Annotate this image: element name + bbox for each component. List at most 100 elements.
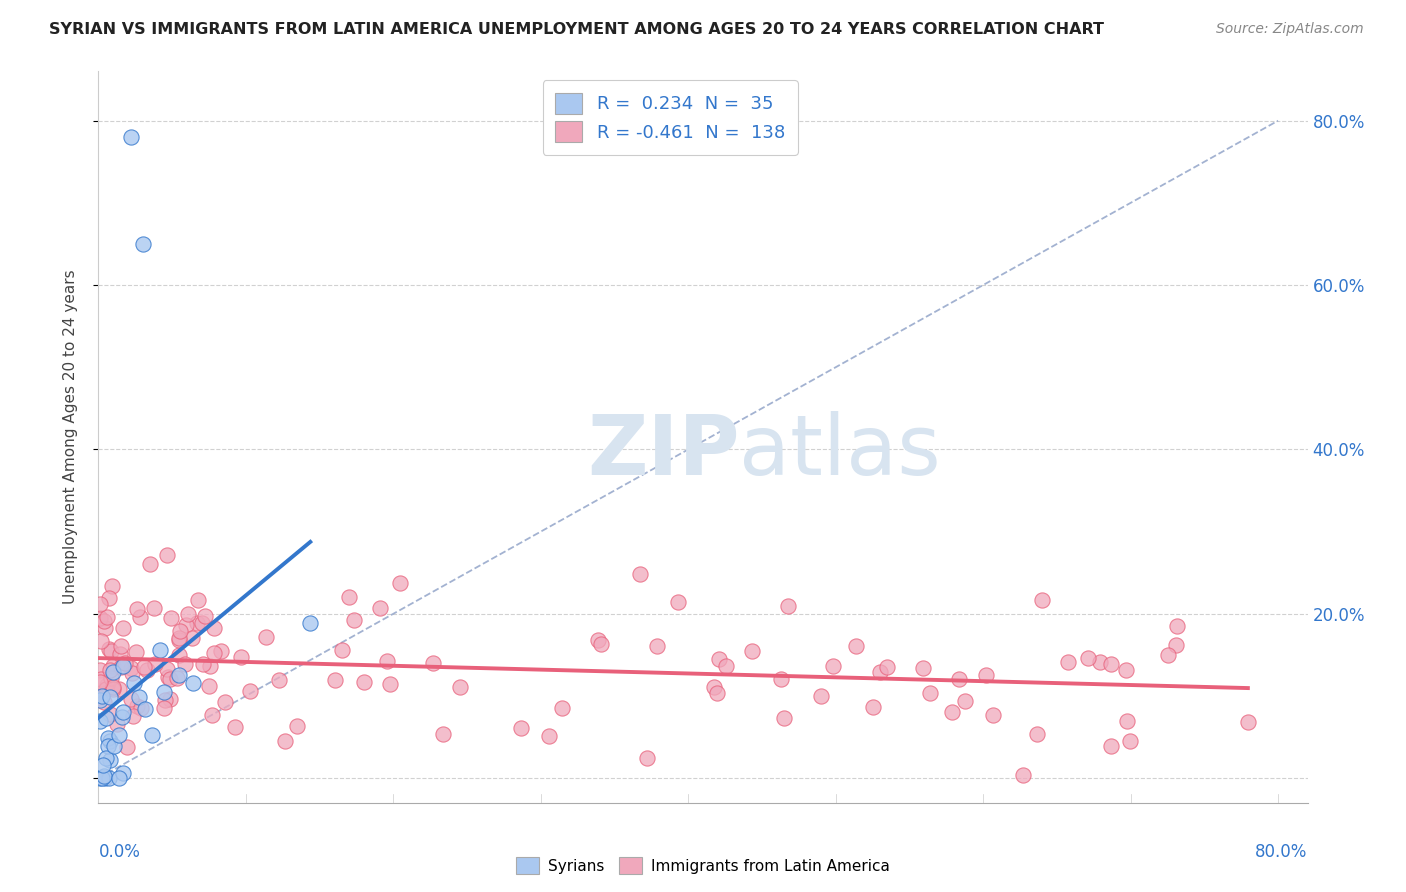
Point [94, 621, 117, 635]
Point [330, 643, 353, 657]
Point [1116, 714, 1139, 728]
Point [201, 708, 224, 723]
Point [194, 609, 217, 624]
Point [98, 753, 121, 767]
Point [645, 639, 668, 653]
Point [155, 548, 177, 562]
Point [1088, 656, 1111, 670]
Point [89, 714, 111, 728]
Point [422, 656, 444, 670]
Point [983, 707, 1005, 722]
Point [389, 575, 412, 590]
Point [89, 693, 111, 707]
Point [125, 645, 148, 659]
Point [108, 681, 131, 696]
Point [132, 659, 155, 673]
Point [103, 739, 125, 753]
Point [149, 642, 172, 657]
Point [153, 693, 176, 707]
Point [948, 672, 970, 686]
Point [823, 659, 845, 673]
Point [588, 632, 610, 647]
Point [911, 661, 934, 675]
Point [131, 236, 153, 251]
Point [159, 672, 181, 686]
Point [120, 661, 142, 675]
Point [876, 660, 898, 674]
Point [353, 675, 375, 690]
Point [93, 694, 115, 708]
Point [152, 685, 174, 699]
Point [97, 731, 120, 745]
Point [122, 676, 145, 690]
Point [93, 769, 115, 783]
Point [976, 668, 998, 682]
Point [267, 673, 290, 687]
Point [100, 671, 122, 685]
Point [274, 733, 297, 747]
Point [98, 690, 121, 704]
Point [98, 707, 121, 722]
Point [181, 631, 204, 645]
Point [1026, 727, 1049, 741]
Point [187, 593, 209, 607]
Point [101, 682, 124, 697]
Point [89, 771, 111, 785]
Point [160, 611, 183, 625]
Point [254, 631, 277, 645]
Y-axis label: Unemployment Among Ages 20 to 24 years: Unemployment Among Ages 20 to 24 years [63, 269, 77, 605]
Point [89, 690, 111, 705]
Point [509, 721, 531, 735]
Point [707, 652, 730, 666]
Text: 80.0%: 80.0% [1256, 843, 1308, 861]
Legend: Syrians, Immigrants from Latin America: Syrians, Immigrants from Latin America [509, 851, 897, 880]
Point [93, 757, 115, 772]
Point [299, 616, 322, 631]
Point [128, 690, 150, 704]
Point [377, 654, 399, 668]
Point [120, 692, 142, 706]
Point [714, 659, 737, 673]
Point [117, 739, 139, 754]
Point [224, 720, 246, 734]
Point [231, 650, 253, 665]
Point [174, 618, 197, 632]
Point [136, 663, 159, 677]
Point [703, 680, 725, 694]
Point [134, 701, 156, 715]
Point [862, 700, 884, 714]
Point [127, 698, 149, 713]
Point [159, 692, 181, 706]
Point [370, 600, 392, 615]
Point [105, 717, 128, 731]
Point [100, 644, 122, 658]
Point [89, 611, 111, 625]
Point [169, 668, 191, 682]
Point [167, 648, 190, 662]
Point [98, 663, 121, 677]
Point [1077, 651, 1099, 665]
Point [325, 673, 347, 687]
Point [378, 677, 401, 691]
Point [98, 591, 121, 605]
Point [120, 130, 142, 145]
Point [186, 615, 208, 630]
Point [449, 680, 471, 694]
Point [101, 665, 124, 680]
Point [101, 680, 124, 694]
Text: atlas: atlas [740, 411, 941, 492]
Point [741, 644, 763, 658]
Point [810, 689, 832, 703]
Point [111, 766, 134, 780]
Point [110, 648, 132, 662]
Point [97, 771, 120, 785]
Point [191, 657, 214, 671]
Point [198, 659, 221, 673]
Text: 0.0%: 0.0% [98, 843, 141, 861]
Point [1031, 593, 1053, 607]
Point [953, 694, 976, 708]
Point [239, 684, 262, 698]
Point [153, 701, 176, 715]
Point [111, 621, 134, 635]
Point [97, 739, 120, 753]
